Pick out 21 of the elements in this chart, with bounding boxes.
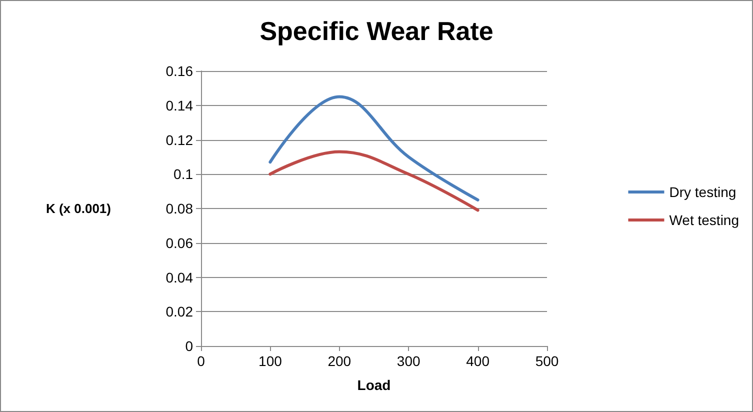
y-tick-label: 0.14	[166, 97, 194, 114]
y-tick-label: 0.12	[166, 132, 194, 148]
chart-title: Specific Wear Rate	[260, 16, 494, 46]
legend-label: Wet testing	[669, 212, 740, 228]
y-tick-label: 0.08	[166, 200, 194, 216]
legend-label: Dry testing	[669, 184, 736, 200]
y-tick-label: 0.04	[166, 269, 194, 286]
y-tick-label: 0.16	[166, 63, 194, 79]
x-axis-title: Load	[357, 377, 391, 393]
y-tick-label: 0.06	[166, 234, 194, 251]
x-tick-label: 100	[258, 353, 282, 369]
y-tick-label: 0.02	[166, 304, 194, 320]
x-tick-label: 0	[197, 353, 206, 369]
x-tick-label: 400	[466, 353, 490, 369]
x-tick-label: 500	[535, 353, 559, 369]
line-series	[268, 95, 480, 202]
x-tick-label: 300	[396, 353, 420, 369]
y-axis-title: K (x 0.001)	[46, 201, 111, 216]
y-tick-label: 0.1	[174, 166, 194, 182]
y-tick-label: 0	[185, 338, 194, 354]
x-tick-label: 200	[328, 353, 352, 369]
